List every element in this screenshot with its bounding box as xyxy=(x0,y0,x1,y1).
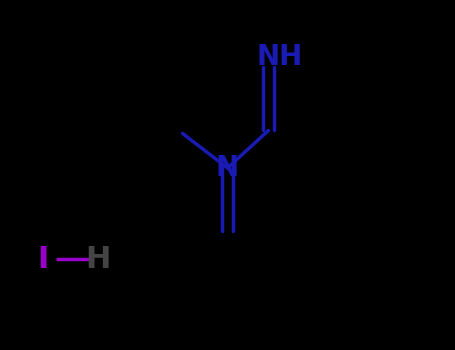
Text: N: N xyxy=(216,154,239,182)
Text: H: H xyxy=(85,245,111,273)
Text: I: I xyxy=(37,245,49,273)
Text: NH: NH xyxy=(257,43,303,71)
